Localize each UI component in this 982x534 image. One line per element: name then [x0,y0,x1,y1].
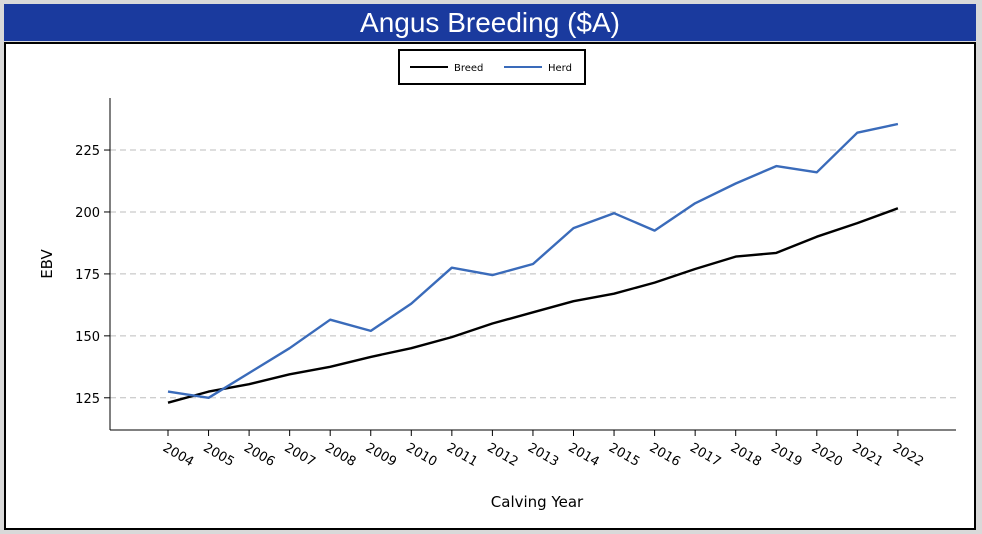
x-tick-label: 2007 [282,440,318,470]
legend-label-herd: Herd [548,63,572,74]
x-tick-label: 2013 [525,440,561,470]
x-tick-label: 2017 [687,440,723,470]
x-tick-label: 2006 [241,440,277,470]
x-tick-label: 2018 [728,440,764,470]
x-tick-label: 2021 [849,440,885,470]
x-tick-label: 2019 [768,440,804,470]
x-tick-label: 2009 [363,440,399,470]
x-axis-title: Calving Year [491,493,584,511]
legend-label-breed: Breed [454,63,483,74]
x-tick-label: 2016 [647,440,683,470]
x-tick-label: 2011 [444,440,480,470]
series-lines [167,122,899,404]
chart-title: Angus Breeding ($A) [4,4,976,41]
series-line-herd [167,122,899,399]
grid-lines [110,149,956,399]
legend: Breed Herd [398,49,586,85]
y-tick-label: 125 [75,392,100,407]
x-tick-label: 2012 [484,440,520,470]
y-tick-label: 150 [75,330,100,345]
x-tick-label: 2020 [809,440,845,470]
y-tick-label: 225 [75,144,100,159]
chart-frame: 125 150 175 200 225 2004 2005 2006 2007 2008 2009 2… [4,42,976,530]
y-axis-title: EBV [38,248,56,278]
x-tick-label: 2008 [322,440,358,470]
x-tick-label: 2004 [160,440,196,470]
y-tick-label: 200 [75,206,100,221]
x-tick-label: 2014 [566,440,602,470]
x-tick-label: 2005 [201,440,237,470]
x-tick-label: 2015 [606,440,642,470]
series-line-breed [167,207,899,404]
x-tick-label: 2010 [403,440,439,470]
y-tick-label: 175 [75,268,100,283]
x-tick-label: 2022 [890,440,926,470]
